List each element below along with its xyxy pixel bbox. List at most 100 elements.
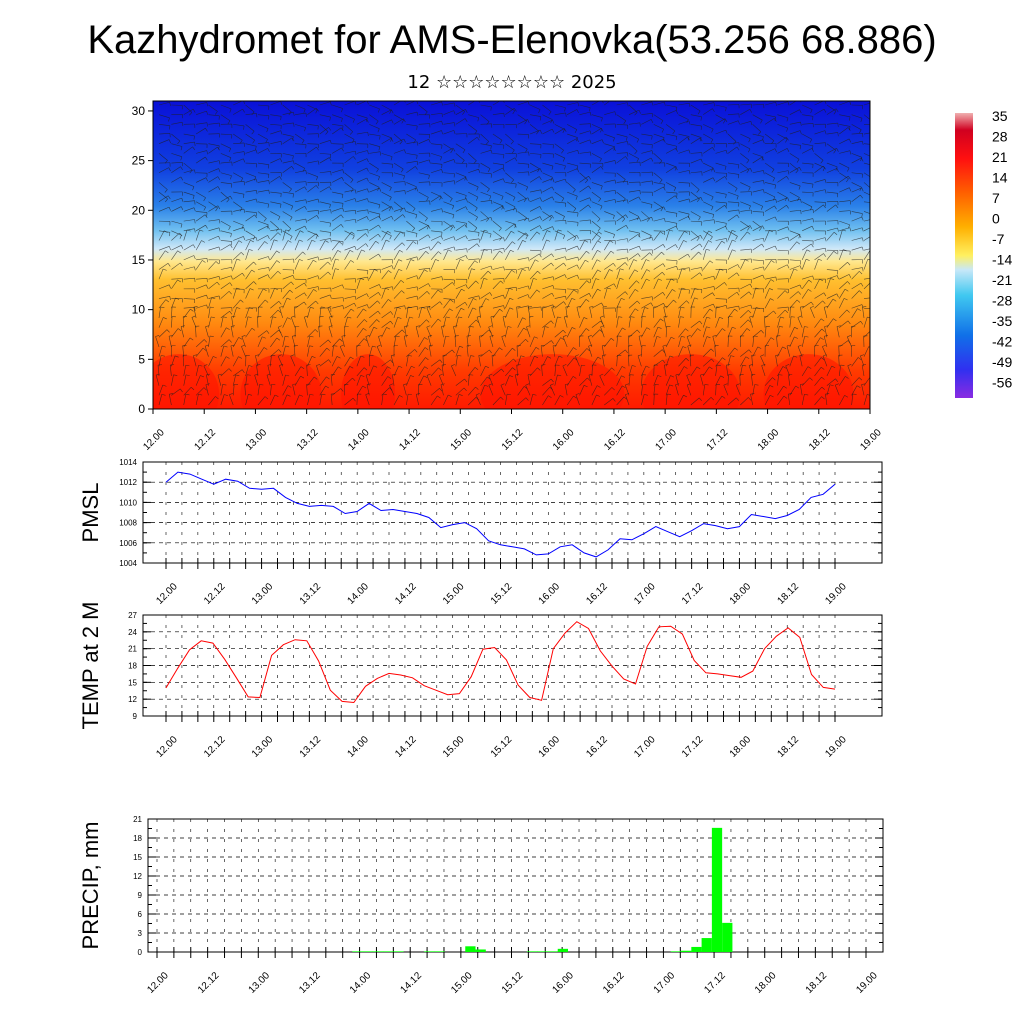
wind-barb [517,191,527,200]
wind-barb [589,307,593,318]
wind-barb [368,365,374,377]
wind-barb [727,308,735,319]
wind-barb-flag [624,262,628,266]
wind-barb [566,182,576,190]
wind-barb [492,347,500,357]
wind-barb [529,189,541,193]
wind-barb [369,310,379,319]
wind-barb [480,149,492,154]
x-tick-label: 16.00 [537,581,563,607]
wind-barb-flag [723,119,726,124]
wind-barb [777,309,786,319]
wind-barb-flag [784,197,788,201]
wind-barb [195,394,199,406]
wind-barb [183,169,195,174]
wind-barb [678,136,688,144]
wind-barb-flag [398,365,403,368]
wind-barb-flag [822,300,826,304]
wind-barb-flag [461,160,465,164]
wind-barb-flag [634,150,638,155]
wind-barb [332,297,344,299]
wind-barb-flag [805,258,810,261]
wind-barb [678,307,681,318]
wind-barb [542,340,552,348]
wind-barb-flag [206,102,208,107]
wind-barb [369,182,380,188]
wind-barb-flag [486,218,490,222]
wind-barb-flag [523,198,527,203]
wind-barb-flag [875,248,876,252]
wind-barb [232,384,235,396]
wind-barb [863,330,870,338]
wind-barb-flag [490,145,492,150]
wind-barb [208,227,220,232]
wind-barb [344,246,355,251]
wind-barb-flag [267,235,270,239]
wind-barb [158,250,166,261]
wind-barb-flag [824,237,827,242]
wind-barb-flag [532,394,537,396]
wind-barb-flag [275,228,279,232]
wind-barb-flag [725,129,728,134]
wind-barb-flag [660,120,664,125]
wind-barb [406,141,418,145]
wind-barb [282,297,288,309]
x-tick-label: 13.00 [247,970,273,996]
wind-barb-flag [625,156,628,160]
wind-barb [690,328,698,338]
wind-barb [554,295,566,299]
wind-barb-flag [327,271,331,276]
wind-barb [505,394,508,406]
wind-barb-flag [243,158,246,163]
wind-barb [307,376,315,386]
wind-barb-flag [329,117,331,121]
wind-barb-flag [688,170,691,175]
wind-barb-flag [242,108,245,113]
wind-barb [678,346,684,357]
wind-barb [307,329,316,338]
wind-barb-flag [378,146,381,151]
wind-barb [678,102,690,106]
wind-barb [331,241,340,251]
wind-barb [715,375,721,386]
wind-barb [344,114,355,120]
wind-barb-flag [511,179,514,183]
wind-barb-flag [749,283,753,288]
wind-barb-flag [317,160,320,165]
wind-barb [752,243,762,251]
wind-barb-flag [293,122,295,127]
wind-barb-flag [389,235,392,240]
wind-barb [777,226,788,232]
x-tick-label: 18.12 [776,734,802,760]
wind-barb-flag [203,197,206,202]
wind-barb [319,220,331,224]
wind-barb [158,182,168,190]
wind-barb [715,114,726,121]
wind-barb-flag [440,235,443,240]
wind-barb-flag [833,231,838,235]
wind-barb [257,256,269,261]
wind-barb [406,166,416,173]
wind-barb [529,225,540,232]
wind-barb [431,162,443,165]
wind-barb [663,316,667,328]
wind-barb [233,151,245,154]
wind-barb [492,112,504,115]
wind-barb [641,133,653,137]
wind-barb-flag [704,384,709,386]
wind-barb-flag [874,166,875,170]
wind-barb [727,209,739,212]
wind-barb-flag [193,135,195,140]
wind-barb [616,291,626,299]
wind-barb-flag [192,186,195,191]
wind-barb [475,394,481,406]
wind-barb [616,172,626,180]
wind-barb-flag [263,218,267,222]
wind-barb-flag [711,196,714,201]
wind-barb [703,191,714,198]
wind-barb-flag [683,366,688,369]
wind-barb [839,340,849,348]
wind-barb [233,272,243,280]
wind-barb-flag [848,175,851,180]
wind-barb [851,211,863,214]
